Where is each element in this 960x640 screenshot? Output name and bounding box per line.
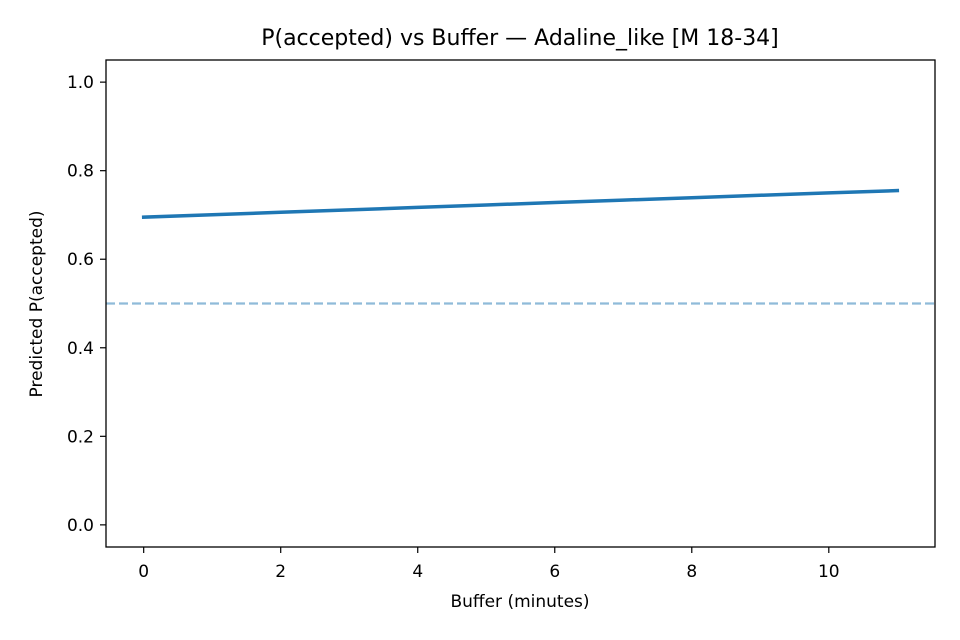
y-tick-label: 1.0	[67, 73, 94, 93]
x-axis-label: Buffer (minutes)	[450, 592, 589, 612]
y-tick-label: 0.4	[67, 339, 94, 359]
chart-title: P(accepted) vs Buffer — Adaline_like [M …	[261, 26, 779, 51]
series-line-0	[141, 188, 900, 219]
x-tick-label: 6	[549, 562, 560, 582]
plot-frame	[105, 59, 936, 548]
x-tick-label: 4	[412, 562, 423, 582]
x-tick-label: 2	[275, 562, 286, 582]
y-tick-label: 0.2	[67, 427, 94, 447]
y-tick-label: 0.0	[67, 516, 94, 536]
x-tick-label: 0	[138, 562, 149, 582]
y-tick-label: 0.6	[67, 250, 94, 270]
x-tick-label: 8	[686, 562, 697, 582]
y-axis-label: Predicted P(accepted)	[27, 211, 47, 398]
x-tick-label: 10	[818, 562, 840, 582]
y-tick-label: 0.8	[67, 162, 94, 182]
